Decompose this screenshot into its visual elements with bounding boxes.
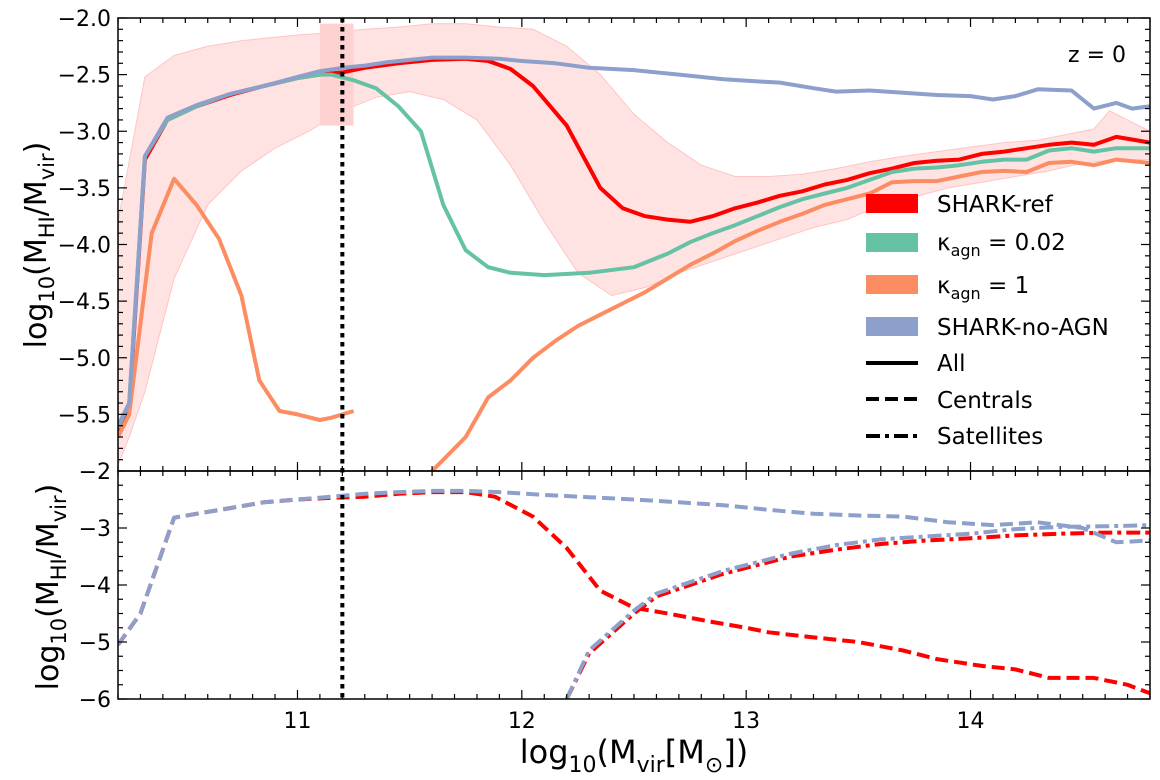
x-tick-label: 14 [957, 709, 985, 734]
top-series-layer [118, 55, 1150, 471]
series-line-shark-no-agn [118, 55, 1150, 427]
top-y-tick-label: −3.0 [58, 120, 111, 145]
series-line-shark-ref-satellites [564, 530, 1150, 699]
legend-swatch-kappa-002 [866, 233, 918, 252]
legend-entry-satellites: Satellites [866, 424, 1043, 450]
x-tick-label: 12 [508, 709, 536, 734]
bottom-axes-frame [117, 470, 1151, 700]
legend-entry-centrals: Centrals [866, 388, 1033, 414]
legend-entry-shark-no-agn: SHARK-no-AGN [866, 315, 1109, 341]
legend-swatch-shark-no-agn [866, 317, 918, 336]
legend-entry-all: All [866, 351, 966, 377]
top-bottom-y-tick-label: −2 [79, 460, 111, 485]
top-y-axis-label: log10(MHI/Mvir) [19, 142, 59, 349]
bottom-y-tick-label: −3 [79, 517, 111, 542]
legend-entry-kappa-002: κagn = 0.02 [866, 230, 1066, 260]
top-y-tick-label: −4.0 [58, 234, 111, 259]
legend-label-kappa-002: κagn = 0.02 [937, 230, 1066, 260]
bottom-panel: 11 12 13 14 −6 −5 −4 −3 [79, 470, 1151, 734]
series-line-shark-no-agn-centrals [118, 488, 1150, 647]
legend-entry-kappa-1: κagn = 1 [866, 273, 1029, 303]
top-y-tick-label: −5.5 [58, 403, 111, 428]
legend-swatch-kappa-1 [866, 275, 918, 294]
x-tick-label: 11 [283, 709, 311, 734]
redshift-annotation: z = 0 [1068, 43, 1126, 68]
top-ticks: −5.5 −5.0 −4.5 −4.0 −3.5 −3.0 −2.5 −2.0 −2 [58, 7, 1151, 485]
legend: SHARK-ref κagn = 0.02 κagn = 1 SHARK-no-… [866, 192, 1109, 450]
bottom-ticks: 11 12 13 14 −6 −5 −4 −3 [79, 470, 1151, 734]
top-panel: −5.5 −5.0 −4.5 −4.0 −3.5 −3.0 −2.5 −2.0 −2 z = 0… [58, 7, 1151, 485]
legend-label-centrals: Centrals [937, 388, 1033, 414]
series-line-agn-1-seg2 [430, 157, 1150, 471]
series-line-shark-ref-centrals [118, 490, 1150, 696]
legend-label-shark-no-agn: SHARK-no-AGN [937, 315, 1109, 341]
legend-label-shark-ref: SHARK-ref [937, 192, 1054, 218]
top-y-tick-label: −5.0 [58, 347, 111, 372]
x-tick-label: 13 [732, 709, 760, 734]
bottom-y-tick-label: −6 [79, 688, 111, 713]
legend-label-kappa-1: κagn = 1 [937, 273, 1029, 303]
legend-label-all: All [937, 351, 966, 377]
series-line-shark-no-agn-satellites [564, 523, 1150, 699]
top-y-tick-label: −2.5 [58, 64, 111, 89]
shark-ref-scatter-band [118, 23, 1150, 466]
top-y-tick-label: −3.5 [58, 177, 111, 202]
legend-label-satellites: Satellites [937, 424, 1043, 450]
x-axis-label: log10(Mvir[M⊙]) [520, 733, 749, 778]
legend-entry-shark-ref: SHARK-ref [866, 192, 1054, 218]
bottom-y-axis-label: log10(MHI/Mvir) [31, 484, 71, 691]
bottom-y-tick-label: −4 [79, 574, 111, 599]
top-y-tick-label: −4.5 [58, 290, 111, 315]
bottom-y-tick-label: −5 [79, 631, 111, 656]
top-y-tick-label: −2.0 [58, 7, 111, 32]
legend-swatch-shark-ref [866, 194, 918, 213]
bottom-series-layer [118, 488, 1150, 699]
series-line-agn-1-seg1 [118, 176, 355, 438]
